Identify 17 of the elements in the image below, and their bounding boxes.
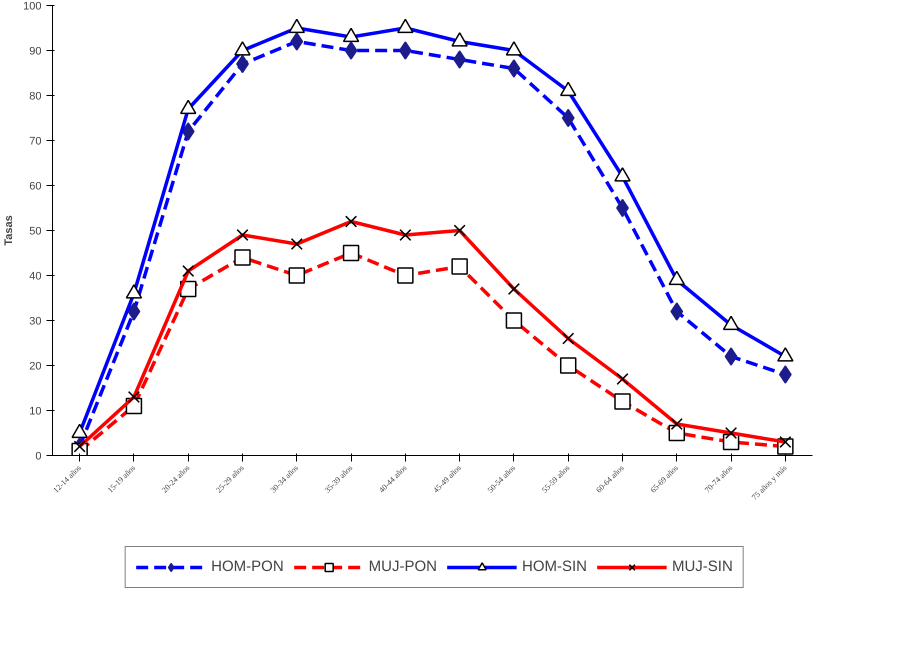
y-tick-label: 40 <box>29 270 42 282</box>
y-tick-label: 100 <box>23 0 42 12</box>
y-tick-label: 0 <box>35 450 42 462</box>
legend-label: MUJ-SIN <box>672 558 733 575</box>
y-tick-label: 80 <box>29 90 42 102</box>
y-tick-label: 60 <box>29 180 42 192</box>
y-tick-label: 70 <box>29 136 42 148</box>
y-tick-label: 10 <box>29 406 42 418</box>
y-axis-title: Tasas <box>3 215 16 246</box>
x-tick-label: 75 años y más <box>750 463 789 502</box>
legend-label: MUJ-PON <box>368 558 437 575</box>
y-tick-label: 20 <box>29 360 42 372</box>
y-tick-label: 90 <box>29 46 42 58</box>
y-tick-label: 50 <box>29 226 42 238</box>
legend-label: HOM-PON <box>211 558 284 575</box>
y-tick-label: 30 <box>29 316 42 328</box>
legend-label: HOM-SIN <box>522 558 587 575</box>
